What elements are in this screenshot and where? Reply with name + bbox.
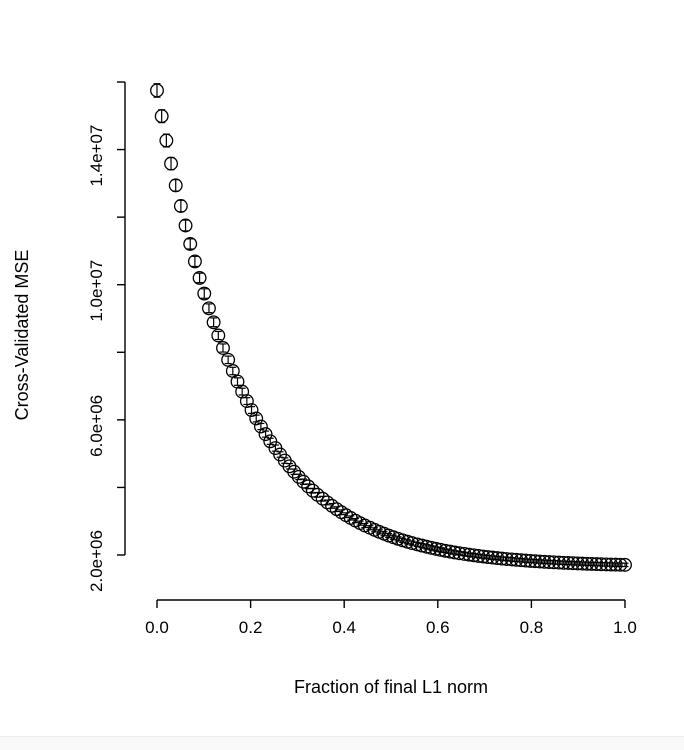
plot-generated-content: 2.0e+06 6.0e+06 1.0e+07 1.4e+07 0.0 0.2 0.4 0.6… xyxy=(87,81,637,637)
data-point xyxy=(604,557,618,572)
tick-label: 2.0e+06 xyxy=(87,530,106,592)
data-point xyxy=(211,328,226,343)
data-point xyxy=(249,411,264,426)
data-point xyxy=(178,218,193,233)
data-point xyxy=(514,553,529,568)
data-point xyxy=(164,156,178,171)
data-point xyxy=(466,548,481,563)
data-point xyxy=(291,469,306,484)
data-point xyxy=(457,547,472,561)
data-point xyxy=(556,555,571,570)
data-point xyxy=(235,384,250,399)
data-point xyxy=(443,544,457,559)
data-point xyxy=(452,546,467,561)
data-point xyxy=(471,548,486,563)
tick-label: 6.0e+06 xyxy=(87,395,106,457)
data-point xyxy=(476,549,491,564)
data-point xyxy=(518,553,533,568)
data-point xyxy=(315,491,330,506)
data-point xyxy=(301,479,316,494)
data-point xyxy=(192,270,207,285)
data-point xyxy=(405,536,420,551)
data-point xyxy=(296,474,311,489)
data-point xyxy=(414,538,429,553)
data-point xyxy=(187,254,202,269)
data-point xyxy=(561,556,576,570)
data-point xyxy=(584,557,599,571)
data-point xyxy=(197,286,212,301)
data-point xyxy=(258,427,273,442)
data-point xyxy=(570,556,585,571)
data-point xyxy=(159,133,174,148)
data-point xyxy=(499,552,514,566)
tick-label: 1.4e+07 xyxy=(87,125,106,187)
data-point xyxy=(537,554,552,569)
data-point xyxy=(244,403,259,417)
data-point xyxy=(504,552,519,567)
x-axis-title: Fraction of final L1 norm xyxy=(294,677,488,697)
data-point xyxy=(462,547,477,562)
tick-label: 1.0 xyxy=(613,618,637,637)
data-point xyxy=(523,553,538,568)
data-point xyxy=(305,483,320,498)
data-point xyxy=(494,551,509,566)
data-point xyxy=(490,551,505,566)
tick-label: 0.2 xyxy=(239,618,263,637)
tick-label: 1.0e+07 xyxy=(87,260,106,322)
tick-label: 0.0 xyxy=(145,618,169,637)
data-point xyxy=(433,542,448,557)
data-point xyxy=(320,495,335,510)
data-point xyxy=(552,555,566,570)
data-point xyxy=(566,556,581,571)
data-point xyxy=(575,556,590,571)
tick-label: 0.6 xyxy=(426,618,450,637)
data-point xyxy=(594,557,609,572)
data-point xyxy=(546,555,561,570)
data-point xyxy=(580,556,595,571)
data-point xyxy=(438,543,453,558)
data-point xyxy=(168,178,183,193)
data-point xyxy=(542,555,557,570)
data-point xyxy=(447,545,462,560)
data-point xyxy=(201,301,216,316)
data-point xyxy=(532,554,547,569)
y-axis-title: Cross-Validated MSE xyxy=(12,250,32,421)
data-point xyxy=(216,341,230,355)
data-point xyxy=(424,540,439,555)
data-point xyxy=(618,557,632,572)
data-point xyxy=(325,498,339,513)
tick-label: 0.8 xyxy=(520,618,544,637)
data-point xyxy=(509,552,524,567)
data-point xyxy=(613,557,628,572)
data-point xyxy=(253,419,268,434)
data-point xyxy=(485,550,500,565)
data-point xyxy=(183,236,198,251)
data-point xyxy=(154,109,169,124)
data-points xyxy=(150,83,632,572)
data-point xyxy=(608,557,623,572)
window-bottom-edge xyxy=(0,736,684,750)
data-point xyxy=(239,394,254,409)
data-point xyxy=(428,541,443,556)
data-point xyxy=(589,557,604,572)
tick-label: 0.4 xyxy=(332,618,356,637)
data-point xyxy=(287,464,302,479)
data-point xyxy=(419,539,434,554)
data-point xyxy=(173,199,188,213)
data-point xyxy=(480,550,495,565)
data-point xyxy=(599,557,614,572)
data-point xyxy=(528,554,543,569)
data-point xyxy=(206,315,221,330)
data-point xyxy=(150,83,164,98)
